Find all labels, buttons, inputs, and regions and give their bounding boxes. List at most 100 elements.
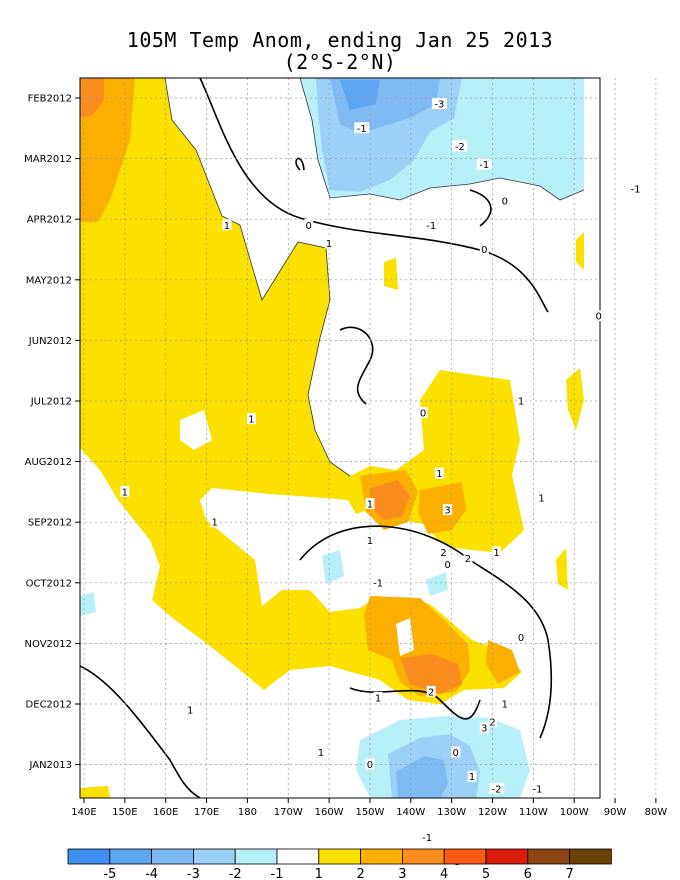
colorbar-swatch <box>109 848 153 865</box>
contour-label-bg <box>452 140 468 152</box>
contour-label-bg <box>627 182 643 194</box>
contour-label: 1 <box>436 469 442 480</box>
colorbar-swatch <box>527 848 570 865</box>
contour-label: 2 <box>489 718 495 729</box>
orange-region-sep2 <box>418 482 466 534</box>
contour-label: 1 <box>538 493 544 504</box>
y-tick-label: NOV2012 <box>25 639 72 650</box>
contour-label-bg <box>489 782 505 794</box>
colorbar-swatch <box>276 848 320 865</box>
y-tick-label: SEP2012 <box>28 518 72 529</box>
chart-title: 105M Temp Anom, ending Jan 25 2013 <box>126 28 554 52</box>
contour-label: 0 <box>481 245 487 256</box>
contour-label-bg <box>467 770 477 782</box>
contour-label-bg <box>316 746 326 758</box>
contour-label: 1 <box>187 706 193 717</box>
warm-strip-south <box>80 786 110 798</box>
x-tick-label: 110W <box>519 807 548 818</box>
x-axis-ticks: 140E 150E 160E 170E 180 170W 160W 150W 140W 130W 1… <box>71 798 667 818</box>
colorbar-label: 4 <box>440 867 448 880</box>
contour-label-bg <box>246 413 256 425</box>
contour-label-bg <box>529 782 545 794</box>
contour-label: 0 <box>420 409 426 420</box>
warm-region-east <box>566 368 584 430</box>
contour-label: 0 <box>596 312 602 323</box>
warm-region-ne <box>384 258 398 290</box>
grid-lines <box>80 78 657 798</box>
contour-label-bg <box>479 243 489 255</box>
contour-label: 0 <box>453 748 459 759</box>
cool-region-oct2 <box>426 572 448 596</box>
contour-label-bg <box>463 552 473 564</box>
contour-label-bg <box>210 516 220 528</box>
contour-label-bg <box>354 122 370 134</box>
contour-label: -1 <box>426 221 436 232</box>
hot-region-sep <box>370 480 410 520</box>
y-tick-label: JUN2012 <box>28 336 72 347</box>
x-tick-label: 150E <box>112 807 137 818</box>
contour-label-bg <box>365 758 375 770</box>
contour-label: 0 <box>444 560 450 571</box>
y-tick-label: OCT2012 <box>26 578 72 589</box>
contour-label-bg <box>537 491 547 503</box>
colorbar-label: 2 <box>356 867 364 880</box>
contour-label: 0 <box>367 760 373 771</box>
y-tick-label: FEB2012 <box>28 94 72 105</box>
contour-label: -2 <box>492 784 502 795</box>
contour-label: 1 <box>367 500 373 511</box>
contour-label-bg <box>418 407 428 419</box>
contour-label-bg <box>479 722 489 734</box>
contour-warm-outline <box>164 78 351 477</box>
y-tick-label: AUG2012 <box>25 457 72 468</box>
contour-cool-outline <box>299 78 585 201</box>
warm-region-east3 <box>576 232 584 270</box>
colorbar-swatch <box>485 848 529 865</box>
contour-label: 1 <box>212 518 218 529</box>
contour-label-bg <box>365 498 375 510</box>
contour-label: -1 <box>357 124 367 135</box>
contour-label-bg <box>516 631 526 643</box>
contour-label: 2 <box>440 548 446 559</box>
contour-label: 0 <box>518 633 524 644</box>
contour-label-bg <box>324 237 334 249</box>
colorbar-label: -3 <box>187 867 200 880</box>
colorbar-label: 7 <box>565 867 573 880</box>
contour-label: 3 <box>444 506 450 517</box>
contour-label: 0 <box>305 221 311 232</box>
contour-label-bg <box>500 698 510 709</box>
colorbar-swatch <box>192 848 236 865</box>
contour-label: 0 <box>502 197 508 208</box>
y-tick-label: MAY2012 <box>26 275 72 286</box>
contour-label: 1 <box>318 748 324 759</box>
colorbar-swatch <box>401 848 445 865</box>
contour-label: -1 <box>373 578 383 589</box>
zero-contour-7 <box>469 189 492 227</box>
contour-label-bg <box>488 716 497 728</box>
contour-label-bg <box>438 546 448 558</box>
plot-frame <box>79 77 601 799</box>
contour-label-bg <box>492 546 502 558</box>
chart-subtitle: (2°S-2°N) <box>283 50 397 74</box>
contour-label-bg <box>443 558 453 570</box>
colder-region-south <box>396 756 448 798</box>
contour-labels: -3-1-2-1-10-11 010001111131112210-1021112… <box>120 98 643 868</box>
zero-contour-3 <box>299 525 553 739</box>
contour-label: 1 <box>518 397 524 408</box>
y-tick-label: JUL2012 <box>30 397 72 408</box>
contour-label: 1 <box>224 221 230 232</box>
colorbar-swatch <box>151 848 194 865</box>
colorbar-swatch <box>67 848 111 865</box>
y-tick-label: APR2012 <box>27 215 72 226</box>
x-tick-label: 120W <box>478 807 507 818</box>
contour-label-bg <box>426 685 436 697</box>
x-tick-label: 100W <box>560 807 589 818</box>
contour-label-bg <box>419 831 435 843</box>
x-tick-label: 160E <box>153 807 178 818</box>
contour-label: -1 <box>479 160 489 171</box>
contour-label: 1 <box>469 772 475 783</box>
x-tick-label: 80W <box>645 807 668 818</box>
contour-label-bg <box>120 485 130 497</box>
contour-label-bg <box>423 219 439 231</box>
contour-label: 2 <box>465 554 471 565</box>
contour-label: -2 <box>455 142 465 153</box>
